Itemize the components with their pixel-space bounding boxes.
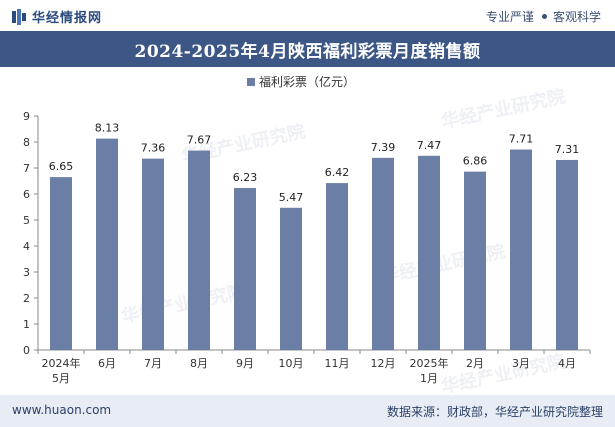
- top-bar: 华经情报网 专业严谨 客观科学: [0, 0, 615, 30]
- x-tick-label: 3月: [512, 357, 530, 370]
- data-label: 6.86: [463, 155, 488, 168]
- x-tick-label: 4月: [558, 357, 576, 370]
- y-tick-label: 4: [23, 240, 30, 253]
- brand-name: 华经情报网: [32, 11, 103, 26]
- legend-label: 福利彩票（亿元）: [259, 74, 355, 89]
- x-tick-label: 8月: [190, 357, 208, 370]
- x-tick-label: 2025年 1月: [410, 356, 449, 385]
- data-label: 5.47: [279, 191, 304, 204]
- bar: [280, 207, 302, 350]
- data-label: 6.42: [325, 166, 350, 179]
- legend-swatch: [247, 78, 255, 86]
- y-tick-label: 7: [23, 162, 30, 175]
- slogan-b: 客观科学: [552, 10, 601, 24]
- data-label: 7.67: [187, 134, 212, 147]
- x-tick-label: 11月: [325, 357, 350, 370]
- data-label: 7.36: [141, 142, 166, 155]
- chart-title: 2024-2025年4月陕西福利彩票月度销售额: [134, 41, 481, 62]
- slogan-a: 专业严谨: [485, 10, 534, 24]
- brand-logo[interactable]: 华经情报网: [12, 7, 102, 26]
- y-tick-label: 6: [23, 188, 30, 201]
- x-tick-label: 6月: [98, 357, 116, 370]
- website-link[interactable]: www.huaon.com: [12, 403, 112, 417]
- data-label: 7.39: [371, 141, 396, 154]
- y-tick-label: 5: [23, 214, 30, 227]
- bar: [96, 138, 118, 350]
- y-tick-label: 0: [23, 344, 30, 357]
- data-source: 数据来源：财政部，华经产业研究院整理: [386, 405, 603, 419]
- y-tick-label: 9: [23, 110, 30, 123]
- data-label: 7.31: [555, 143, 580, 156]
- data-label: 6.65: [49, 160, 74, 173]
- x-tick-label: 2024年 5月: [42, 356, 81, 385]
- bar-chart: 福利彩票（亿元） 0 1 2 3 4 5 6 7 8 9 6.65 2024年 5月 8.13 6月 7.36 7…: [23, 74, 591, 385]
- y-tick-label: 3: [23, 266, 30, 279]
- y-tick-label: 2: [23, 292, 30, 305]
- slogan-dot-icon: [541, 14, 547, 19]
- data-label: 8.13: [95, 122, 120, 135]
- x-tick-label: 10月: [279, 357, 304, 370]
- data-label: 6.23: [233, 171, 258, 184]
- x-tick-label: 2月: [466, 357, 484, 370]
- slogan: 专业严谨 客观科学: [486, 8, 601, 25]
- y-tick-label: 1: [23, 318, 30, 331]
- bar: [234, 188, 256, 350]
- bar: [556, 159, 578, 350]
- bar: [188, 150, 210, 350]
- footer: www.huaon.com 数据来源：财政部，华经产业研究院整理: [0, 395, 615, 427]
- bar: [372, 157, 394, 350]
- bar: [142, 158, 164, 350]
- bar: [464, 171, 486, 350]
- bar: [418, 155, 440, 350]
- brand-logo-icon: [12, 8, 26, 25]
- x-tick-label: 9月: [236, 357, 254, 370]
- y-tick-label: 8: [23, 136, 30, 149]
- x-tick-label: 12月: [371, 357, 396, 370]
- data-label: 7.47: [417, 139, 442, 152]
- title-bar: 2024-2025年4月陕西福利彩票月度销售额: [0, 31, 615, 67]
- x-tick-label: 7月: [144, 357, 162, 370]
- bar: [326, 183, 348, 350]
- bar: [50, 177, 72, 350]
- bar: [510, 149, 532, 350]
- data-label: 7.71: [509, 133, 534, 146]
